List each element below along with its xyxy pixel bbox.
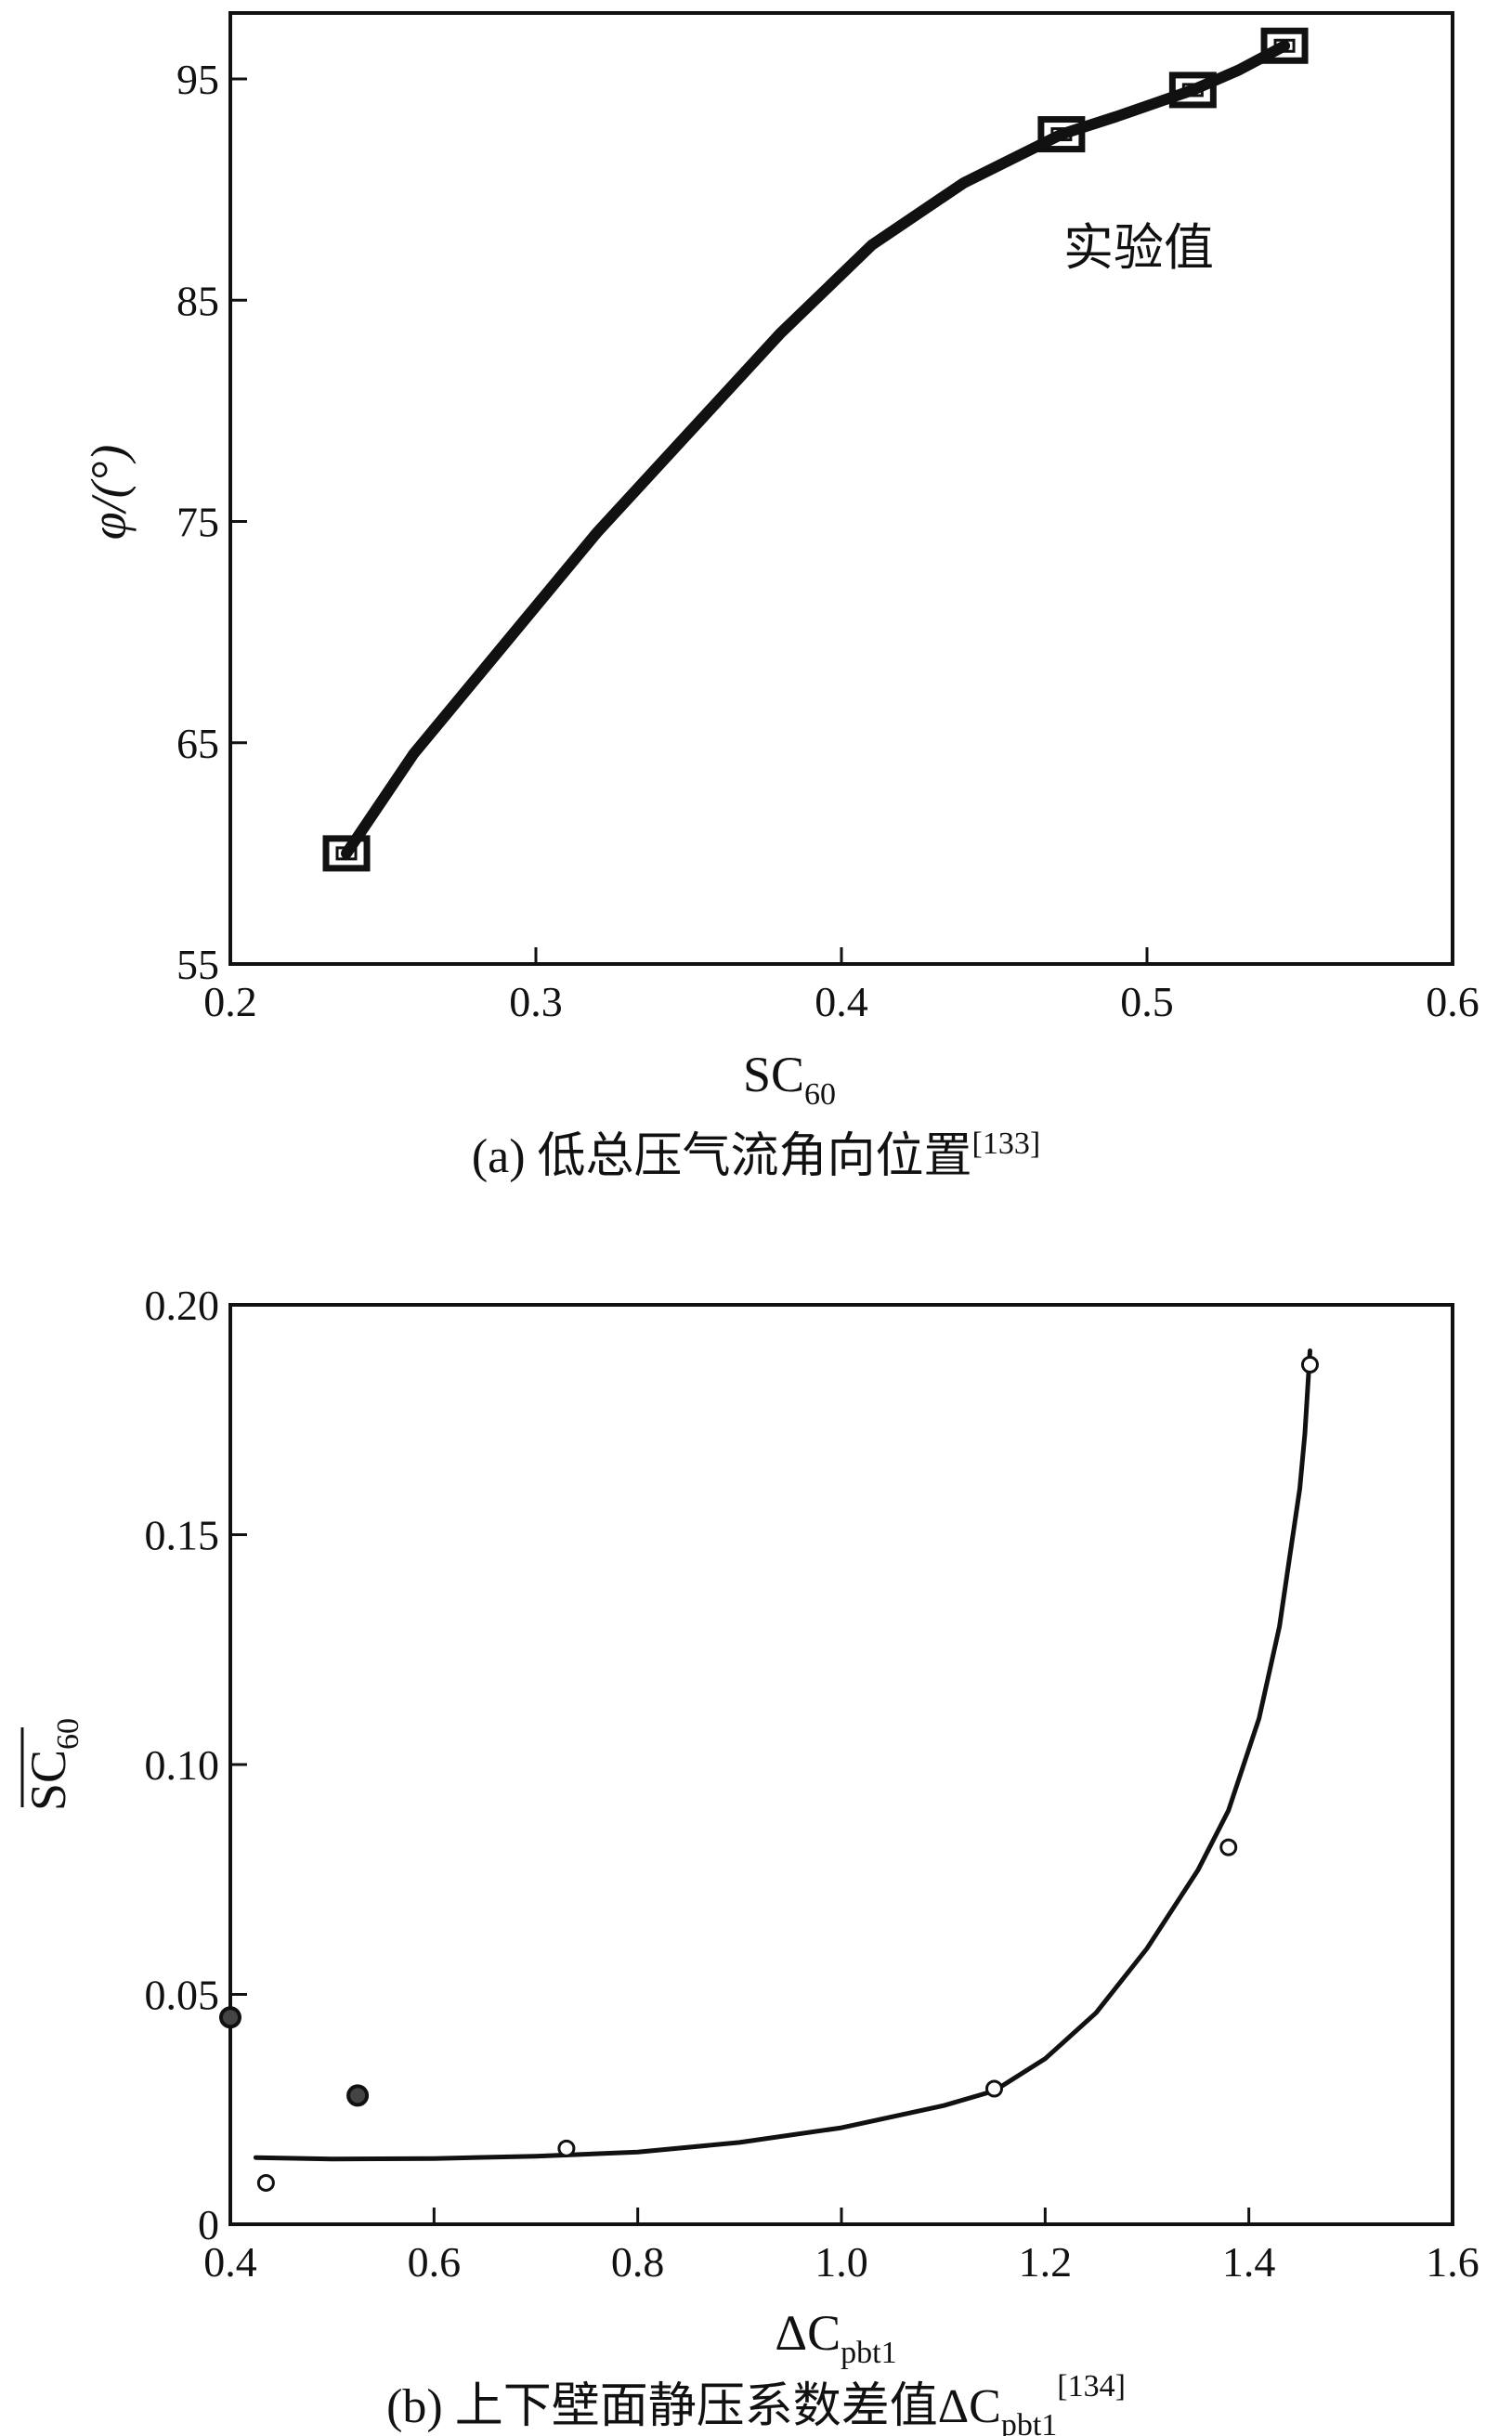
open-data-point <box>985 2079 1003 2098</box>
square-marker-inner <box>335 846 358 861</box>
svg-text:SC60: SC60 <box>20 1718 85 1811</box>
x-tick-label: 1.4 <box>1222 2238 1276 2286</box>
chart-b-data-points <box>219 1355 1319 2192</box>
open-data-point <box>1219 1838 1238 1856</box>
chart-b-x-ticks: 0.4 0.6 0.8 1.0 1.2 1.4 1.6 <box>203 2208 1479 2286</box>
chart-a-y-axis-label: φ/(°) <box>81 445 137 540</box>
x-tick-label: 0.4 <box>815 978 868 1025</box>
square-marker <box>1037 116 1086 153</box>
chart-a-caption: (a) 低总压气流角向位置[133] <box>472 1127 1040 1183</box>
y-tick-label: 75 <box>176 499 219 546</box>
square-marker-inner <box>1273 38 1296 53</box>
y-tick-label: 85 <box>176 277 219 324</box>
x-tick-label: 0.2 <box>203 978 257 1025</box>
x-tick-label: 0.4 <box>203 2238 257 2286</box>
x-tick-label: 1.6 <box>1426 2238 1479 2286</box>
filled-data-point <box>346 2084 370 2107</box>
square-marker <box>1260 27 1309 64</box>
filled-data-point <box>219 2006 241 2029</box>
chart-b-x-axis-label: ΔCpbt1 <box>775 2305 896 2370</box>
x-tick-label: 1.0 <box>815 2238 868 2286</box>
square-marker <box>322 835 371 872</box>
chart-a-plot-frame <box>228 11 1454 966</box>
chart-a-series-line <box>341 40 1291 859</box>
chart-a-markers <box>322 27 1309 872</box>
chart-b-series-line <box>253 1348 1312 2162</box>
y-tick-label: 55 <box>176 941 219 988</box>
y-tick-label: 0.05 <box>145 1972 220 2019</box>
chart-a-series-annotation: 实验值 <box>1063 218 1214 277</box>
chart-b-caption: (b) 上下壁面静压系数差值ΔCpbt1[134] <box>386 2369 1126 2436</box>
chart-b-y-ticks: 0 0.05 0.10 0.15 0.20 <box>145 1282 247 2248</box>
open-data-point <box>256 2173 275 2192</box>
y-tick-label: 0.15 <box>145 1512 220 1559</box>
x-tick-label: 0.3 <box>509 978 563 1025</box>
chart-b-plot-frame <box>228 1303 1454 2226</box>
chart-a-y-ticks: 55 65 75 85 95 <box>176 56 247 988</box>
square-marker-inner <box>1181 83 1204 98</box>
x-tick-label: 1.2 <box>1019 2238 1073 2286</box>
x-tick-label: 0.8 <box>611 2238 665 2286</box>
square-marker-inner <box>1050 127 1073 142</box>
chart-b-y-axis-label: SC60 <box>20 1718 85 1811</box>
chart-a: 55 65 75 85 95 0.2 0.3 0.4 0.5 0.6 实验值 SC60 φ/(°… <box>81 11 1479 1183</box>
x-tick-label: 0.6 <box>1426 978 1479 1025</box>
y-tick-label: 0 <box>198 2201 219 2248</box>
y-tick-label: 65 <box>176 720 219 767</box>
x-tick-label: 0.6 <box>408 2238 462 2286</box>
open-data-point <box>557 2139 576 2157</box>
chart-b: 00.050.100.150.20 0.4 0.6 0.8 1.0 1.2 1.4 1.6 … <box>20 1282 1479 2436</box>
square-marker <box>1168 72 1217 109</box>
x-tick-label: 0.5 <box>1120 978 1174 1025</box>
y-tick-label: 0.10 <box>145 1741 220 1789</box>
y-tick-label: 95 <box>176 56 219 103</box>
y-tick-label: 0.20 <box>145 1282 220 1329</box>
chart-a-x-axis-label: SC60 <box>743 1047 836 1112</box>
chart-a-x-ticks: 0.2 0.3 0.4 0.5 0.6 <box>203 947 1479 1025</box>
open-data-point <box>1300 1355 1319 1374</box>
